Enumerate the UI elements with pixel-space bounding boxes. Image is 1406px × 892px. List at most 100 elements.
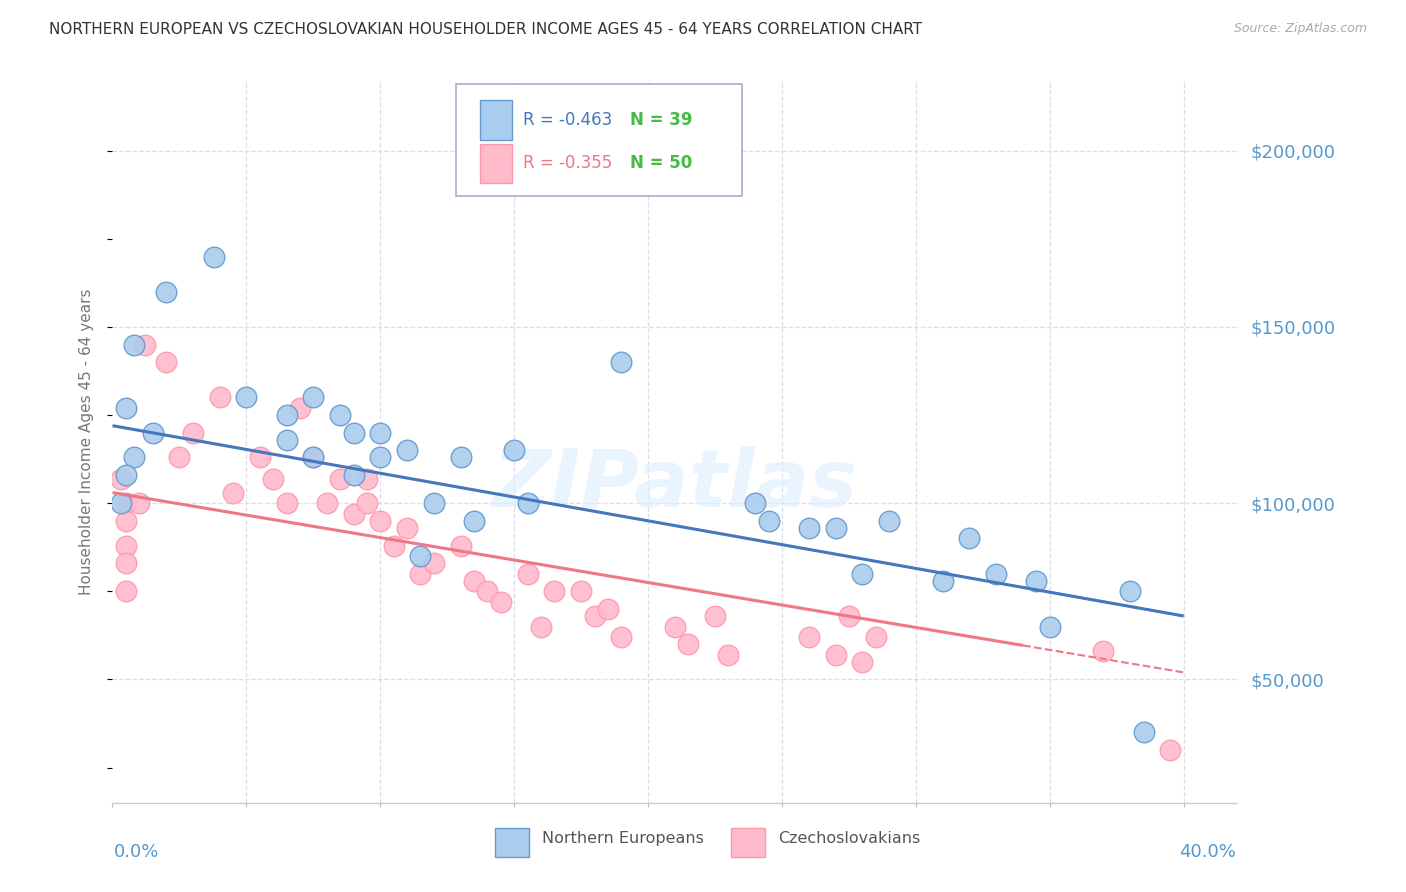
Point [249,450,271,465]
Point [115,556,138,570]
Text: NORTHERN EUROPEAN VS CZECHOSLOVAKIAN HOUSEHOLDER INCOME AGES 45 - 64 YEARS CORRE: NORTHERN EUROPEAN VS CZECHOSLOVAKIAN HOU… [49,22,922,37]
Point [356,471,378,485]
Point [368,450,391,465]
Point [115,496,138,510]
Point [276,496,298,510]
Point [276,408,298,422]
Text: ZIPatlas: ZIPatlas [492,446,858,524]
Point [409,549,432,563]
Point [122,337,145,351]
Text: N = 50: N = 50 [630,154,692,172]
Point [463,574,485,588]
Point [288,401,311,415]
Point [489,595,512,609]
FancyBboxPatch shape [481,100,512,140]
FancyBboxPatch shape [495,828,529,857]
Point [423,556,446,570]
Point [396,443,419,458]
Point [596,602,619,616]
Text: 0.0%: 0.0% [114,843,159,861]
Point [396,521,419,535]
Point [610,355,633,369]
Point [202,250,225,264]
Point [1119,584,1142,599]
Point [477,584,499,599]
Point [368,514,391,528]
Point [142,425,165,440]
Point [169,450,191,465]
Point [122,450,145,465]
Text: R = -0.463: R = -0.463 [523,111,612,129]
Point [315,496,337,510]
Point [329,408,352,422]
Point [931,574,953,588]
Point [155,355,177,369]
Point [356,496,378,510]
Point [181,425,204,440]
Point [583,609,606,624]
Point [235,391,257,405]
Point [409,566,432,581]
Point [664,619,686,633]
Point [342,425,364,440]
Point [824,521,846,535]
FancyBboxPatch shape [456,84,742,196]
Point [838,609,860,624]
Point [678,637,700,651]
Point [530,619,553,633]
Point [276,433,298,447]
Text: Northern Europeans: Northern Europeans [543,831,704,847]
Point [423,496,446,510]
Point [222,485,245,500]
Point [824,648,846,662]
Point [382,539,405,553]
Point [302,450,325,465]
Y-axis label: Householder Income Ages 45 - 64 years: Householder Income Ages 45 - 64 years [79,288,94,595]
Point [262,471,284,485]
Point [959,532,981,546]
Point [797,521,820,535]
Point [368,425,391,440]
Point [115,539,138,553]
Text: R = -0.355: R = -0.355 [523,154,612,172]
Point [329,471,352,485]
FancyBboxPatch shape [481,144,512,183]
Point [851,566,873,581]
Point [516,566,538,581]
Point [797,630,820,644]
Point [1132,725,1154,739]
Text: 40.0%: 40.0% [1180,843,1236,861]
Point [110,496,132,510]
Point [717,648,740,662]
Text: Czechoslovakians: Czechoslovakians [779,831,921,847]
Text: Source: ZipAtlas.com: Source: ZipAtlas.com [1233,22,1367,36]
Point [1039,619,1062,633]
Point [115,584,138,599]
Point [134,337,156,351]
Point [115,514,138,528]
Point [758,514,780,528]
Point [503,443,526,458]
Point [208,391,231,405]
Text: N = 39: N = 39 [630,111,692,129]
Point [302,450,325,465]
Point [851,655,873,669]
Point [110,471,132,485]
Point [877,514,900,528]
FancyBboxPatch shape [731,828,765,857]
Point [1025,574,1047,588]
Point [463,514,485,528]
Point [342,468,364,483]
Point [155,285,177,299]
Point [744,496,766,510]
Point [704,609,727,624]
Point [128,496,150,510]
Point [986,566,1008,581]
Point [569,584,592,599]
Point [1092,644,1115,658]
Point [115,468,138,483]
Point [450,450,472,465]
Point [115,401,138,415]
Point [543,584,565,599]
Point [865,630,887,644]
